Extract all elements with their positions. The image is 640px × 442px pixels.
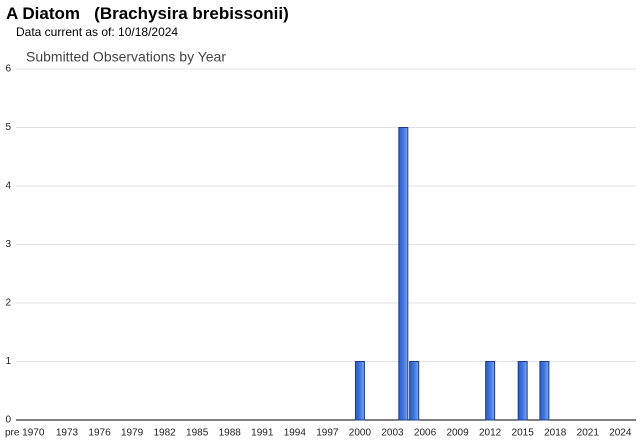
x-tick-label: 1979 [121,428,144,439]
x-tick-label: 2006 [414,428,437,439]
bar [398,127,409,421]
x-tick-label: 1985 [186,428,209,439]
page-title: A Diatom (Brachysira brebissonii) [6,4,289,23]
bar [539,361,550,421]
x-tick-label: 1982 [154,428,177,439]
x-tick-label: 1973 [56,428,79,439]
x-tick-label: 2012 [479,428,502,439]
x-tick-label: 2018 [544,428,567,439]
y-tick-label: 3 [5,239,11,250]
x-tick-label: 2024 [609,428,632,439]
x-tick-label: 1994 [284,428,307,439]
bar [354,361,365,421]
y-tick-label: 1 [5,356,11,367]
x-tick-label: 1988 [219,428,242,439]
x-tick-label: 2015 [512,428,535,439]
x-tick-label: 2003 [381,428,404,439]
bar [485,361,496,421]
y-tick-label: 4 [5,181,11,192]
chart-title: Submitted Observations by Year [26,49,226,65]
x-tick-label: 2000 [349,428,372,439]
data-date: Data current as of: 10/18/2024 [16,25,179,39]
y-tick-label: 6 [5,64,11,75]
y-tick-label: 2 [5,298,11,309]
x-tick-label: 2009 [446,428,469,439]
bar [517,361,528,421]
x-tick-label: pre 1970 [5,428,45,439]
bar [409,361,420,421]
x-tick-label: 2021 [577,428,600,439]
y-tick-label: 0 [5,415,11,426]
x-tick-label: 1991 [251,428,274,439]
x-tick-label: 1976 [88,428,111,439]
x-tick-label: 1997 [316,428,339,439]
y-tick-label: 5 [5,122,11,133]
